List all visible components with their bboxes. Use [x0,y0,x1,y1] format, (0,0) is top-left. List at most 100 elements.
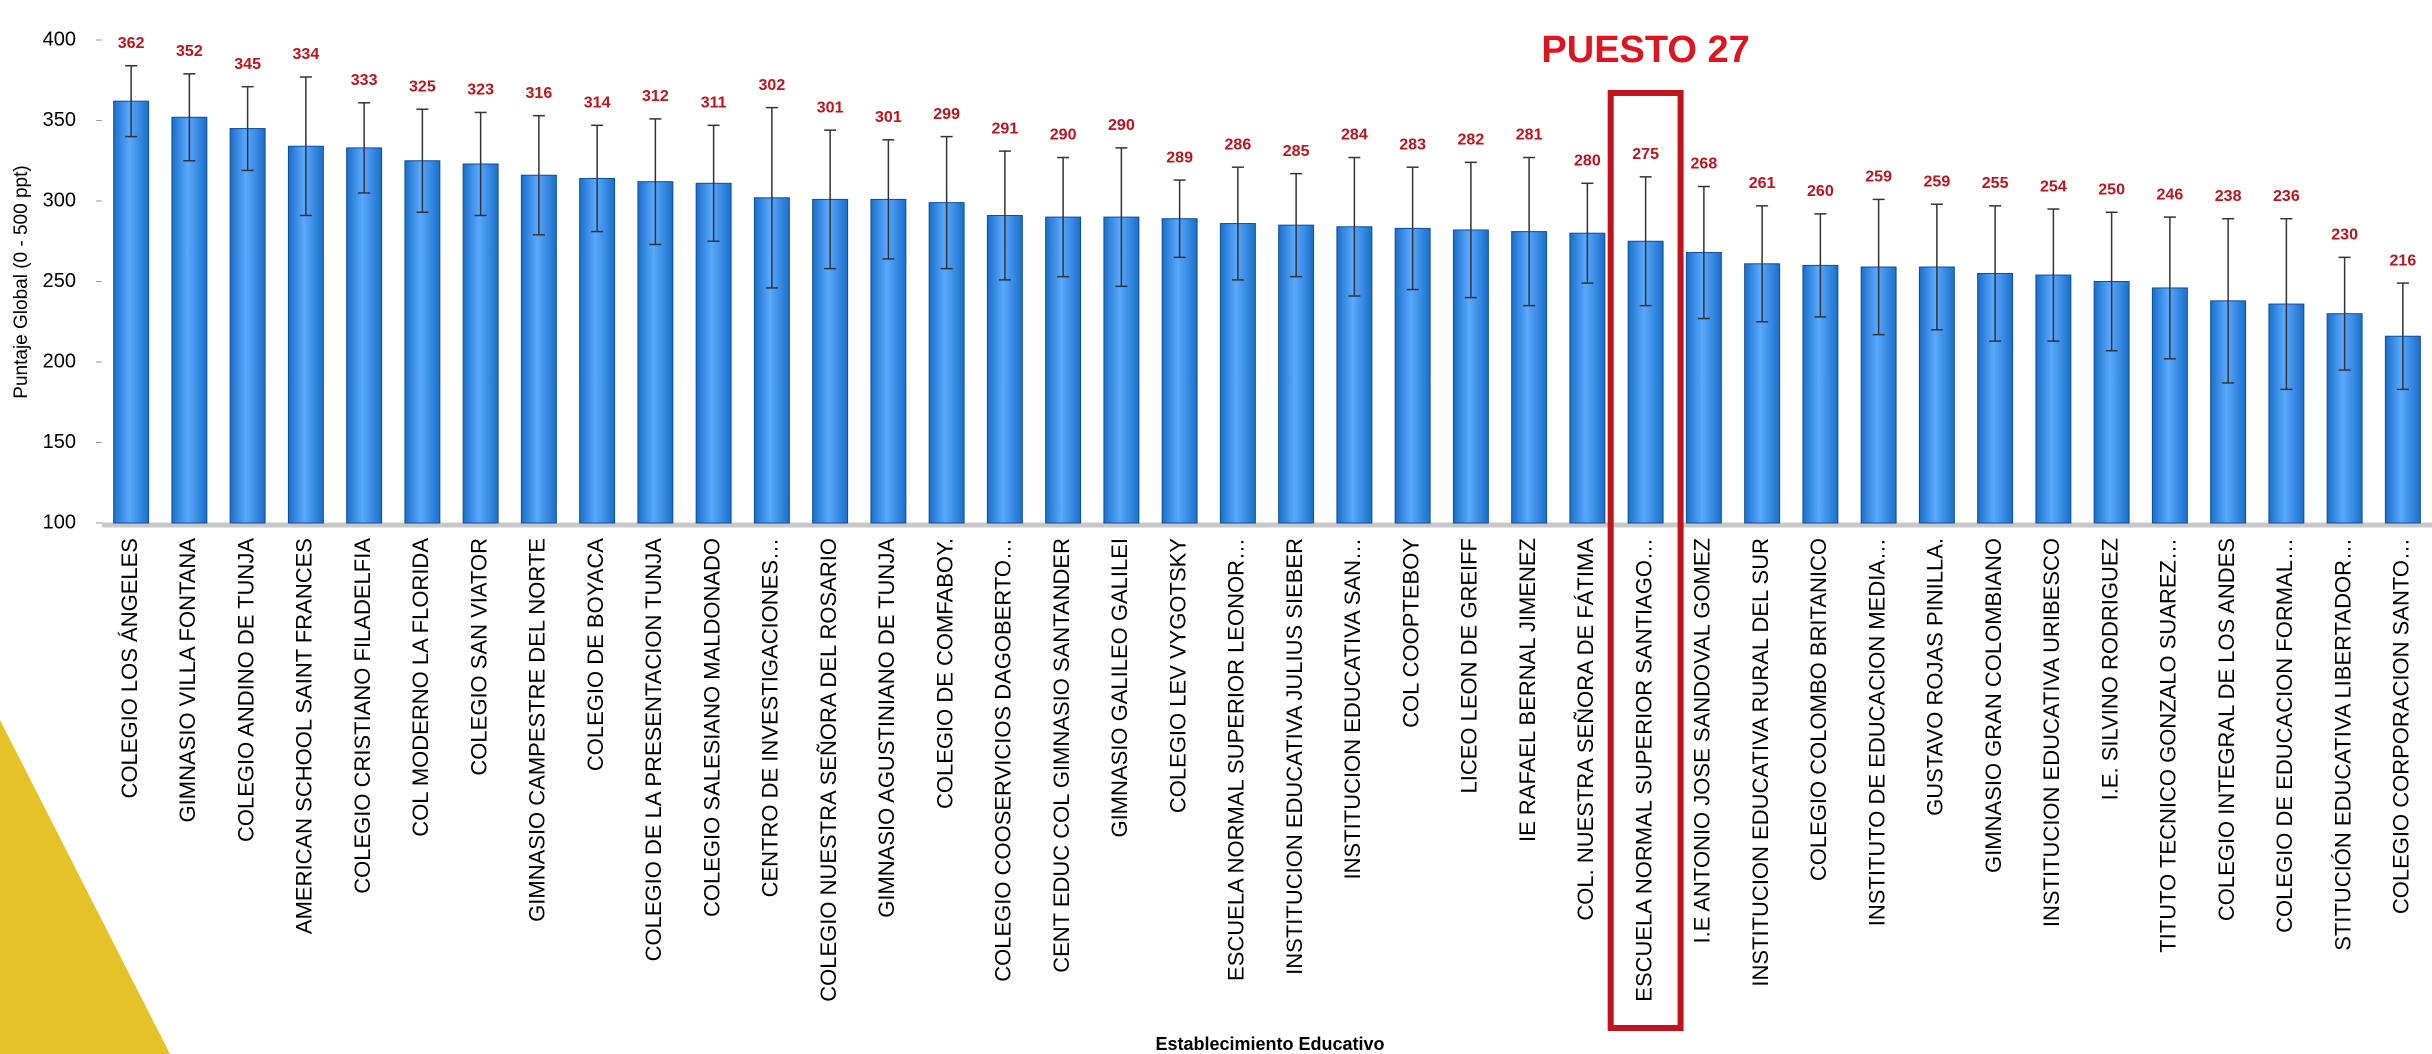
value-label: 284 [1341,127,1368,144]
value-label: 283 [1399,136,1426,153]
x-tick-label: CENT EDUC COL GIMNASIO SANTANDER [1049,538,1074,973]
x-tick-label: INSTITUCION EDUCATIVA URIBESCO [2039,538,2064,927]
decoration [0,720,170,1054]
value-label: 316 [526,85,553,102]
x-tick-label: I.E. SILVINO RODRIGUEZ [2097,538,2122,800]
x-tick-label: COLEGIO CRISTIANO FILADELFIA [350,538,375,894]
x-tick-label: COLEGIO DE COMFABOY. [932,538,957,809]
x-tick-label: COLEGIO COOSERVICIOS DAGOBERTO… [991,538,1016,982]
x-tick-label: COLEGIO COLOMBO BRITANICO [1806,538,1831,881]
value-label: 334 [293,46,320,63]
x-tick-label: INSTITUTO DE EDUCACION MEDIA… [1864,538,1889,926]
x-tick-label: GIMNASIO CAMPESTRE DEL NORTE [525,538,550,922]
value-label: 301 [875,109,902,126]
x-tick-label: COLEGIO DE BOYACA [583,538,608,771]
x-tick-label: ESCUELA NORMAL SUPERIOR LEONOR… [1224,538,1249,981]
value-label: 333 [351,72,378,89]
x-tick-label: COLEGIO INTEGRAL DE LOS ANDES [2214,538,2239,921]
bar [404,160,441,524]
x-tick-label: COLEGIO ANDINO DE TUNJA [233,538,258,842]
x-tick-label: INSTITUCION EDUCATIVA RURAL DEL SUR [1748,538,1773,987]
bar [1161,218,1198,524]
value-label: 323 [467,82,494,99]
x-tick-label: COL COOPTEBOY [1398,538,1423,728]
x-tick-label: INSTITUCION EDUCATIVA SAN… [1340,538,1365,879]
x-tick-label: COLEGIO LEV VYGOTSKY [1165,538,1190,813]
value-label: 261 [1749,175,1776,192]
y-tick-label: 100 [43,511,76,533]
value-label: 255 [1982,175,2009,192]
x-tick-label: COL. NUESTRA SEÑORA DE FÁTIMA [1573,538,1598,921]
bar [346,147,383,524]
value-label: 268 [1691,156,1718,173]
x-tick-label: COLEGIO LOS ÁNGELES [117,538,142,798]
annotation: PUESTO 27 [1541,29,1749,71]
bar [171,116,208,524]
bar [1452,229,1489,524]
value-label: 352 [176,43,203,60]
x-tick-label: COLEGIO NUESTRA SEÑORA DEL ROSARIO [816,538,841,1002]
x-tick-label: COLEGIO DE LA PRESENTACION TUNJA [641,538,666,962]
x-tick-label: LICEO LEON DE GREIFF [1457,538,1482,794]
value-label: 281 [1516,127,1543,144]
value-label: 285 [1283,143,1310,160]
value-label: 290 [1050,127,1077,144]
x-tick-label: CENTRO DE INVESTIGACIONES… [758,538,783,897]
x-tick-label: I.E ANTONIO JOSE SANDOVAL GOMEZ [1690,538,1715,943]
value-label: 236 [2273,188,2300,205]
x-tick-label: COLEGIO DE EDUCACION FORMAL… [2272,538,2297,933]
value-label: 301 [817,99,844,116]
y-tick-label: 300 [43,189,76,211]
x-tick-label: COLEGIO SAN VIATOR [466,538,491,776]
x-tick-label: COLEGIO SALESIANO MALDONADO [699,538,724,917]
value-label: 250 [2098,181,2125,198]
bar [579,177,616,524]
value-label: 290 [1108,117,1135,134]
value-label: 246 [2157,186,2184,203]
bar [462,163,499,524]
value-label: 230 [2331,227,2358,244]
value-label: 238 [2215,188,2242,205]
value-label: 311 [701,95,727,112]
x-tick-label: GIMNASIO GRAN COLOMBIANO [1981,538,2006,873]
x-tick-label: TITUTO TECNICO GONZALO SUAREZ… [2156,538,2181,953]
x-axis-label: Establecimiento Educativo [1155,1034,1384,1054]
x-tick-label: GIMNASIO VILLA FONTANA [175,538,200,823]
x-tick-label: STITUCIÓN EDUCATIVA LIBERTADOR… [2330,538,2355,951]
x-tick-label: COLEGIO CORPORACION SANTO… [2389,538,2414,914]
y-tick-label: 250 [43,270,76,292]
value-label: 299 [933,106,960,123]
value-label: 216 [2390,252,2417,269]
x-tick-label: GIMNASIO GALILEO GALILEI [1107,538,1132,838]
bar [1103,216,1140,524]
x-tick-label: AMERICAN SCHOOL SAINT FRANCES [292,538,317,934]
value-label: 275 [1632,146,1659,163]
value-label: 312 [642,88,669,105]
value-label: 362 [118,35,145,52]
bar [229,128,266,524]
value-label: 259 [1865,169,1892,186]
x-tick-label: GIMNASIO AGUSTINIANO DE TUNJA [874,538,899,918]
value-label: 282 [1458,132,1485,149]
x-tick-label: COL MODERNO LA FLORIDA [408,538,433,837]
y-tick-label: 150 [43,431,76,453]
bar [113,100,150,524]
x-tick-label: IE RAFAEL BERNAL JIMENEZ [1515,538,1540,842]
y-tick-label: 350 [43,109,76,131]
value-label: 280 [1574,153,1601,170]
y-tick-label: 400 [43,28,76,50]
value-label: 302 [759,77,786,94]
value-label: 289 [1166,149,1193,166]
x-tick-label: GUSTAVO ROJAS PINILLA. [1923,538,1948,816]
highlight-box [1607,90,1684,1031]
y-axis-label: Puntaje Global (0 - 500 ppt) [11,165,32,398]
value-label: 286 [1225,136,1252,153]
value-label: 254 [2040,178,2067,195]
value-label: 325 [409,78,436,95]
value-label: 314 [584,95,611,112]
value-label: 260 [1807,183,1834,200]
value-label: 259 [1924,173,1951,190]
value-label: 345 [234,56,261,73]
x-tick-label: INSTITUCION EDUCATIVA JULIUS SIEBER [1282,538,1307,975]
